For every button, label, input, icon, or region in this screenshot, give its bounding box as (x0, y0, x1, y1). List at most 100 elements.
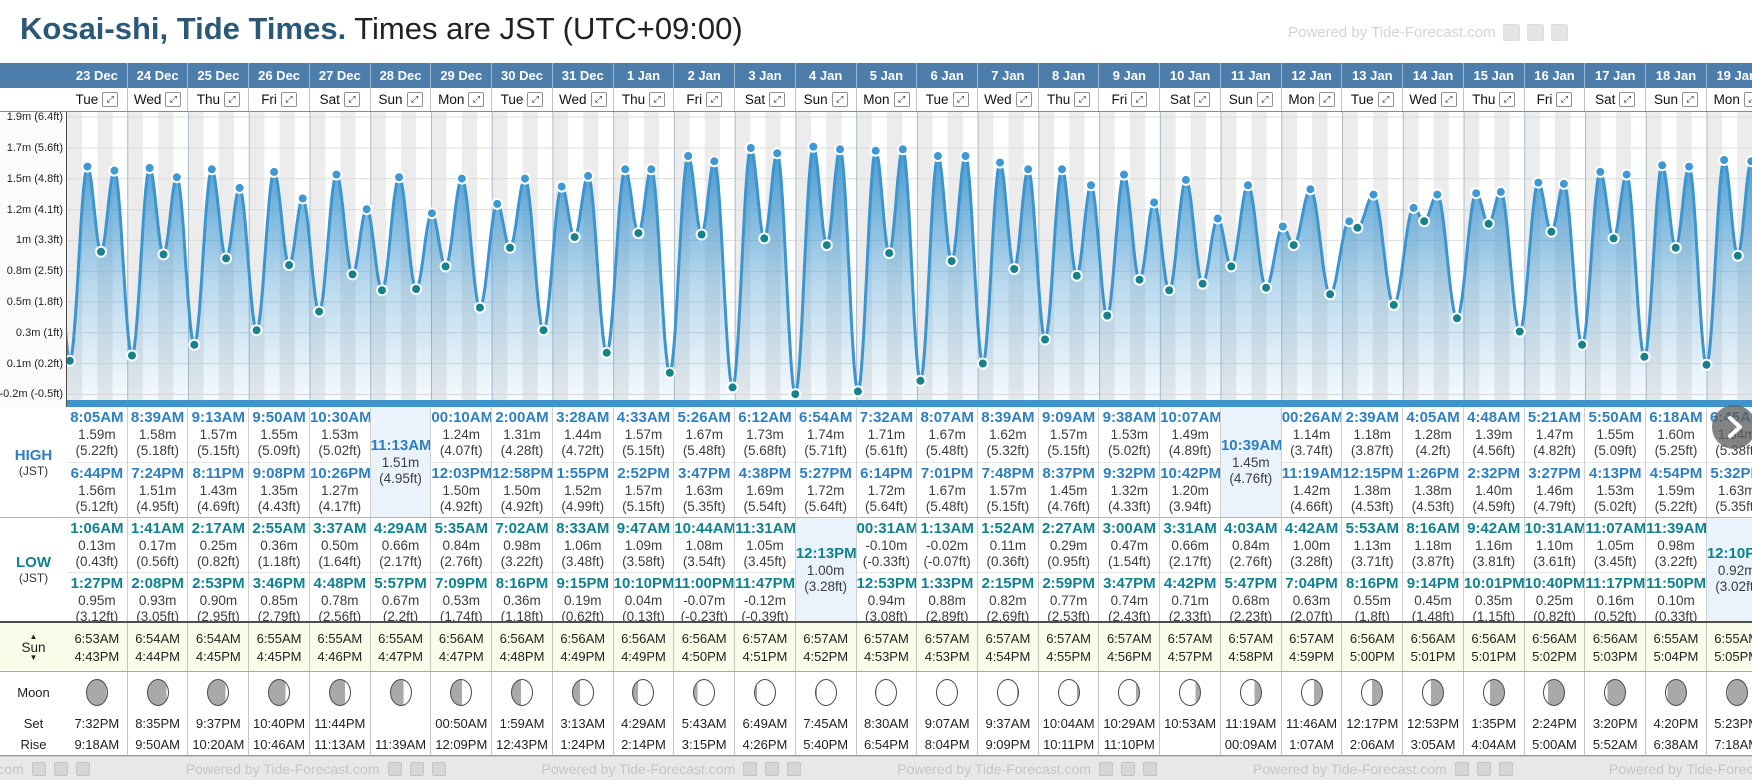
expand-day-icon[interactable]: ⤢ (706, 92, 723, 107)
share-icon[interactable] (1502, 24, 1520, 41)
expand-day-icon[interactable]: ⤢ (1743, 92, 1752, 107)
share-icon[interactable] (1099, 761, 1113, 776)
tide-time: 9:42AM (1467, 520, 1521, 537)
footer-watermark-text: Powered by Tide-Forecast.com (1608, 760, 1752, 777)
tide-height-ft: (5.02ft) (318, 443, 362, 459)
expand-day-icon[interactable]: ⤢ (1619, 92, 1636, 107)
sunrise-time: 6:55AM (256, 630, 302, 646)
share-icon[interactable] (409, 761, 424, 776)
low-tide-label: LOW (JST) (0, 518, 67, 621)
sunrise-time: 6:55AM (1714, 630, 1752, 646)
tide-height-ft: (5.09ft) (257, 443, 301, 459)
expand-day-icon[interactable]: ⤢ (1015, 92, 1032, 107)
share-icon[interactable] (75, 761, 90, 776)
moon-phase-icon (328, 678, 351, 706)
expand-day-icon[interactable]: ⤢ (223, 92, 240, 107)
moon-phase-icon (1300, 678, 1323, 706)
high-tide-cell-0: 8:05AM 1.59m (5.22ft) 6:44PM 1.56m (5.12ft) (67, 407, 128, 517)
share-icon[interactable] (743, 761, 758, 776)
sunrise-time: 6:56AM (499, 630, 545, 646)
expand-day-icon[interactable]: ⤢ (1256, 92, 1273, 107)
expand-day-icon[interactable]: ⤢ (468, 92, 485, 107)
high-tide-cell-19: 10:39AM 1.45m (4.76ft) (1220, 407, 1282, 517)
expand-day-icon[interactable]: ⤢ (527, 92, 544, 107)
tide-time: 5:50AM (1588, 409, 1642, 427)
expand-day-icon[interactable]: ⤢ (893, 92, 910, 107)
next-page-button[interactable] (1712, 405, 1752, 449)
sun-cell-17: 6:57AM 4:56PM (1099, 623, 1161, 671)
expand-day-icon[interactable]: ⤢ (102, 92, 119, 107)
moonrise-row-label: Rise (0, 734, 67, 755)
share-icon[interactable] (1526, 24, 1544, 41)
tide-height-ft: (1.18ft) (257, 554, 301, 569)
tide-height-ft: (5.22ft) (1654, 498, 1698, 514)
tide-time: 11:19AM (1281, 464, 1343, 482)
low-tide-entry: 8:16AM 1.18m (3.87ft) (1403, 518, 1463, 572)
share-icon[interactable] (31, 761, 46, 776)
expand-day-icon[interactable]: ⤢ (1194, 92, 1211, 107)
date-header-10: 2 Jan (674, 63, 736, 88)
low-tide-entry: 10:40PM 0.25m (0.82ft) (1524, 572, 1584, 621)
share-icon[interactable] (1143, 761, 1157, 776)
date-header-0: 23 Dec (67, 63, 128, 88)
expand-day-icon[interactable]: ⤢ (1318, 92, 1335, 107)
share-icon[interactable] (53, 761, 68, 776)
weekday-cell-24: Fri ⤢ (1525, 88, 1586, 111)
weekday-cell-25: Sat ⤢ (1585, 88, 1647, 111)
moonrise-cell-19: 00:09AM (1221, 734, 1282, 755)
tide-height-m: 0.19m (563, 593, 602, 608)
tide-height-ft: (3.28ft) (1290, 554, 1333, 569)
date-header-24: 16 Jan (1525, 63, 1586, 88)
expand-day-icon[interactable]: ⤢ (1074, 92, 1091, 107)
share-icon[interactable] (1121, 761, 1135, 776)
expand-day-icon[interactable]: ⤢ (1377, 92, 1394, 107)
expand-day-icon[interactable]: ⤢ (769, 92, 786, 107)
expand-day-icon[interactable]: ⤢ (1440, 92, 1457, 107)
share-icon[interactable] (1550, 24, 1568, 41)
expand-day-icon[interactable]: ⤢ (1681, 92, 1698, 107)
expand-day-icon[interactable]: ⤢ (590, 92, 607, 107)
moonrise-cell-26: 6:38AM (1646, 734, 1707, 755)
share-icon[interactable] (765, 761, 780, 776)
expand-day-icon[interactable]: ⤢ (406, 92, 423, 107)
low-tide-entry: 3:31AM 0.66m (2.17ft) (1160, 518, 1220, 572)
tide-height-ft: (4.89ft) (1168, 443, 1212, 459)
expand-day-icon[interactable]: ⤢ (831, 92, 848, 107)
tide-height-m: 1.31m (503, 427, 541, 443)
moonset-cell-12: 7:45AM (796, 712, 857, 734)
share-icon[interactable] (787, 761, 802, 776)
expand-day-icon[interactable]: ⤢ (1131, 92, 1148, 107)
sunset-time: 4:58PM (1228, 648, 1274, 664)
low-tide-cell-18: 3:31AM 0.66m (2.17ft) 4:42PM 0.71m (2.33ft) (1160, 518, 1221, 621)
tide-table: 23 Dec 24 Dec 25 Dec 26 Dec 27 Dec 28 Dec 29 D… (0, 63, 1752, 756)
expand-day-icon[interactable]: ⤢ (280, 92, 297, 107)
expand-day-icon[interactable]: ⤢ (1556, 92, 1573, 107)
share-icon[interactable] (1476, 761, 1491, 776)
tide-height-m: 0.74m (1110, 593, 1149, 608)
tide-height-m: 1.55m (260, 427, 298, 443)
sunrise-time: 6:57AM (803, 630, 849, 646)
low-tide-entry: 5:47PM 0.68m (2.23ft) (1220, 572, 1281, 621)
high-tide-cell-2: 9:13AM 1.57m (5.15ft) 8:11PM 1.43m (4.69ft) (188, 407, 250, 517)
tide-height-m: 1.51m (138, 482, 177, 498)
date-header-row: 23 Dec 24 Dec 25 Dec 26 Dec 27 Dec 28 Dec 29 D… (0, 63, 1752, 88)
high-tide-entry: 9:32PM 1.32m (4.33ft) (1099, 461, 1160, 518)
expand-day-icon[interactable]: ⤢ (1499, 92, 1516, 107)
tide-time: 5:47PM (1224, 575, 1278, 592)
sunrise-time: 6:54AM (195, 630, 241, 646)
share-icon[interactable] (1498, 761, 1513, 776)
share-icon[interactable] (387, 761, 402, 776)
tide-time: 11:17PM (1585, 575, 1646, 592)
expand-day-icon[interactable]: ⤢ (343, 92, 360, 107)
share-icon[interactable] (431, 761, 446, 776)
share-icon[interactable] (1454, 761, 1469, 776)
expand-day-icon[interactable]: ⤢ (165, 92, 182, 107)
weekday-gutter (0, 88, 67, 111)
expand-day-icon[interactable]: ⤢ (649, 92, 666, 107)
high-tide-entry: 8:37PM 1.45m (4.76ft) (1038, 461, 1099, 518)
sun-cell-15: 6:57AM 4:54PM (978, 623, 1039, 671)
expand-day-icon[interactable]: ⤢ (952, 92, 969, 107)
low-tide-entry: 1:41AM 0.17m (0.56ft) (128, 518, 188, 572)
low-tide-entry: 2:15PM 0.82m (2.69ft) (978, 572, 1038, 621)
y-axis-label: -0.2m (-0.5ft) (0, 388, 63, 401)
